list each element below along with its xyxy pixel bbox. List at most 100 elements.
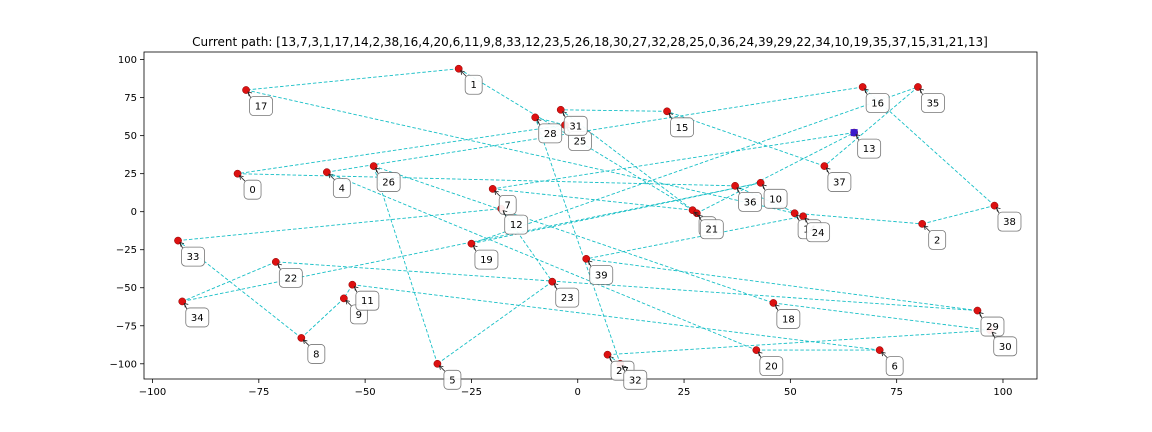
node-label-28: 28: [536, 118, 563, 144]
plot-frame: [143, 51, 1038, 380]
path-segment: [607, 329, 991, 356]
label-text: 19: [480, 255, 493, 266]
label-arrow-head: [239, 175, 244, 180]
label-arrow-head: [694, 211, 699, 217]
label-arrow-head: [825, 167, 831, 173]
node-label-13: 13: [855, 134, 882, 159]
label-arrow-head: [460, 70, 465, 75]
y-tick-label: 0: [131, 207, 137, 218]
node-label-36: 36: [736, 187, 762, 212]
label-text: 31: [569, 121, 582, 132]
label-arrow-head: [553, 283, 559, 288]
node-label-12: 12: [502, 210, 529, 235]
node-label-18: 18: [774, 304, 801, 329]
label-text: 0: [249, 185, 255, 196]
path-segment: [586, 215, 804, 260]
node-label-22: 22: [277, 263, 303, 288]
label-arrow-head: [438, 365, 444, 370]
label-box: [307, 344, 326, 364]
label-arrow: [881, 351, 888, 358]
path-layer: [177, 68, 995, 365]
x-tick-label: 25: [678, 387, 691, 398]
label-text: 24: [812, 228, 825, 239]
label-arrow-head: [923, 225, 929, 230]
node-label-26: 26: [375, 167, 401, 192]
path-segment: [246, 68, 459, 91]
label-arrow-head: [494, 190, 499, 195]
node-label-11: 11: [353, 286, 380, 311]
node-label-31: 31: [562, 111, 588, 136]
y-tick-label: −50: [116, 283, 137, 294]
label-text: 37: [833, 178, 846, 189]
path-segment: [492, 132, 855, 190]
label-text: 36: [744, 197, 757, 208]
label-box: [806, 222, 831, 243]
label-box: [474, 249, 499, 270]
path-segment: [245, 89, 795, 214]
label-arrow-head: [698, 214, 703, 220]
label-arrow-head: [774, 304, 780, 310]
label-arrow-head: [472, 245, 478, 250]
label-box: [865, 93, 890, 113]
label-box: [563, 115, 588, 136]
label-text: 10: [769, 194, 782, 205]
label-arrow-head: [757, 351, 763, 357]
label-text: 12: [510, 220, 523, 231]
label-arrow-head: [995, 207, 1001, 212]
node-label-34: 34: [183, 302, 210, 328]
label-arrow-head: [353, 286, 359, 291]
node-label-17: 17: [247, 91, 273, 116]
y-tick-label: 25: [124, 169, 137, 180]
label-arrow-head: [247, 91, 253, 97]
y-tick-label: −75: [116, 321, 137, 332]
label-box: [827, 172, 852, 192]
label-text: 18: [782, 314, 795, 325]
label-arrow: [460, 70, 467, 77]
node-label-32: 32: [621, 365, 648, 390]
node-label-10: 10: [762, 184, 788, 209]
path-segment: [275, 261, 978, 312]
node-label-23: 23: [553, 283, 580, 308]
path-segment: [237, 173, 736, 187]
label-box: [776, 309, 801, 329]
path-segment: [352, 284, 880, 351]
node-label-39: 39: [587, 260, 614, 285]
label-arrow-head: [277, 263, 282, 268]
label-arrow-head: [881, 351, 886, 357]
label-arrow-head: [668, 112, 674, 118]
label-box: [355, 290, 380, 311]
y-tick-label: 75: [124, 93, 137, 104]
label-arrow-head: [855, 134, 861, 139]
path-segment: [492, 188, 693, 211]
path-segment: [237, 124, 566, 175]
y-tick-label: −25: [116, 245, 137, 256]
label-text: 32: [629, 375, 642, 386]
label-box: [185, 307, 210, 328]
label-text: 17: [255, 102, 268, 113]
label-arrow-head: [375, 167, 380, 173]
label-arrow: [494, 190, 501, 197]
label-box: [857, 138, 882, 159]
label-arrow-head: [183, 302, 189, 308]
label-text: 13: [863, 144, 876, 155]
label-text: 7: [505, 200, 511, 211]
label-box: [538, 123, 563, 144]
label-text: 34: [191, 313, 204, 324]
label-arrow-head: [502, 210, 508, 215]
path-segment: [922, 205, 995, 225]
label-box: [243, 179, 262, 200]
node-label-6: 6: [881, 351, 904, 377]
label-text: 29: [986, 322, 999, 333]
label-text: 30: [999, 342, 1012, 353]
label-box: [993, 336, 1018, 357]
label-box: [332, 178, 351, 199]
label-box: [464, 74, 483, 95]
label-text: 16: [871, 98, 884, 109]
path-segment: [182, 261, 276, 302]
label-text: 15: [676, 123, 689, 134]
label-box: [589, 264, 614, 285]
y-tick-label: −100: [110, 359, 137, 370]
label-box: [376, 172, 401, 192]
label-box: [555, 287, 580, 308]
label-box: [623, 369, 648, 390]
